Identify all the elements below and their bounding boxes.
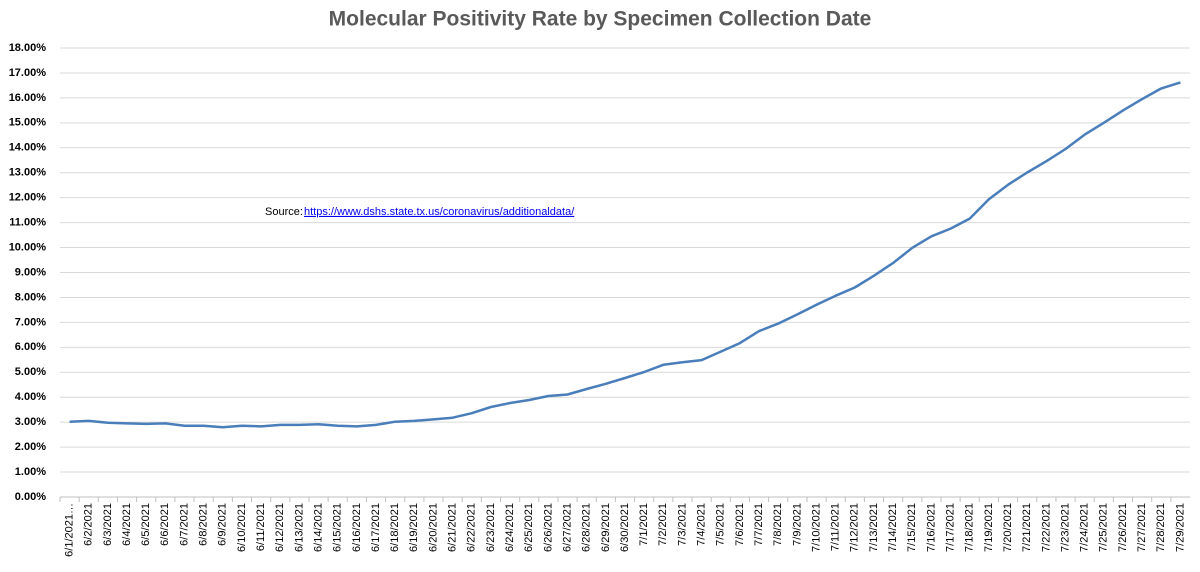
x-tick-label: 7/26/2021 (1117, 503, 1129, 552)
y-tick-label: 3.00% (15, 416, 46, 428)
x-tick-label: 7/10/2021 (810, 503, 822, 552)
x-tick-label: 6/20/2021 (427, 503, 439, 552)
x-tick-label: 6/16/2021 (351, 503, 363, 552)
x-tick-label: 7/28/2021 (1155, 503, 1167, 552)
x-tick-label: 7/21/2021 (1021, 503, 1033, 552)
x-tick-label: 6/23/2021 (485, 503, 497, 552)
y-tick-label: 7.00% (15, 316, 46, 328)
x-tick-label: 7/15/2021 (906, 503, 918, 552)
x-tick-label: 6/12/2021 (274, 503, 286, 552)
x-tick-label: 7/29/2021 (1174, 503, 1186, 552)
x-tick-label: 6/11/2021 (255, 503, 267, 551)
x-tick-label: 7/19/2021 (983, 503, 995, 552)
x-tick-label: 6/26/2021 (542, 503, 554, 552)
x-tick-label: 7/27/2021 (1136, 503, 1148, 552)
source-link[interactable]: https://www.dshs.state.tx.us/coronavirus… (304, 206, 575, 218)
x-tick-label: 6/2/2021 (83, 503, 95, 546)
y-tick-label: 10.00% (9, 241, 47, 253)
x-tick-label: 6/30/2021 (619, 503, 631, 552)
annotation: Source: (265, 206, 303, 218)
x-tick-label: 6/17/2021 (370, 503, 382, 552)
x-tick-label: 6/9/2021 (217, 503, 229, 546)
y-tick-label: 17.00% (9, 67, 47, 79)
x-tick-label: 7/16/2021 (925, 503, 937, 552)
x-tick-label: 7/20/2021 (1002, 503, 1014, 552)
x-tick-label: 6/22/2021 (466, 503, 478, 552)
x-tick-label: 6/3/2021 (102, 503, 114, 546)
x-tick-label: 6/14/2021 (312, 503, 324, 552)
x-tick-label: 6/28/2021 (581, 503, 593, 552)
chart-title: Molecular Positivity Rate by Specimen Co… (329, 8, 872, 31)
x-tick-label: 6/1/2021… (63, 503, 75, 557)
x-tick-label: 7/14/2021 (887, 503, 899, 552)
x-tick-label: 6/4/2021 (121, 503, 133, 546)
x-tick-label: 7/12/2021 (849, 503, 861, 552)
x-tick-label: 7/9/2021 (791, 503, 803, 546)
x-tick-label: 6/19/2021 (408, 503, 420, 552)
x-tick-label: 6/27/2021 (561, 503, 573, 552)
x-tick-label: 7/11/2021 (830, 503, 842, 551)
x-tick-label: 7/8/2021 (772, 503, 784, 546)
x-tick-label: 7/25/2021 (1098, 503, 1110, 552)
y-tick-label: 5.00% (15, 366, 46, 378)
x-tick-label: 6/10/2021 (236, 503, 248, 552)
y-tick-label: 16.00% (9, 92, 47, 104)
x-tick-label: 7/5/2021 (715, 503, 727, 546)
y-tick-label: 9.00% (15, 266, 46, 278)
y-tick-label: 13.00% (9, 167, 47, 179)
x-tick-label: 7/22/2021 (1040, 503, 1052, 552)
y-tick-label: 2.00% (15, 441, 46, 453)
x-tick-label: 6/25/2021 (523, 503, 535, 552)
x-tick-label: 6/5/2021 (140, 503, 152, 546)
x-tick-label: 7/24/2021 (1079, 503, 1091, 552)
y-tick-label: 18.00% (9, 42, 47, 54)
y-tick-label: 8.00% (15, 291, 46, 303)
x-tick-label: 6/15/2021 (332, 503, 344, 552)
x-tick-label: 7/18/2021 (964, 503, 976, 552)
y-tick-label: 12.00% (9, 192, 47, 204)
y-tick-label: 0.00% (15, 491, 46, 503)
x-tick-label: 7/13/2021 (868, 503, 880, 552)
series-line (69, 81, 1181, 429)
x-tick-label: 7/7/2021 (753, 503, 765, 546)
x-tick-label: 7/1/2021 (638, 503, 650, 546)
x-tick-label: 6/13/2021 (293, 503, 305, 552)
x-tick-label: 6/6/2021 (159, 503, 171, 546)
y-tick-label: 15.00% (9, 117, 47, 129)
x-tick-label: 7/23/2021 (1059, 503, 1071, 552)
y-tick-label: 1.00% (15, 466, 46, 478)
x-tick-label: 6/7/2021 (178, 503, 190, 546)
x-tick-label: 7/3/2021 (676, 503, 688, 546)
x-tick-label: 7/17/2021 (944, 503, 956, 552)
x-tick-label: 6/8/2021 (198, 503, 210, 546)
y-tick-label: 11.00% (9, 217, 46, 229)
x-tick-label: 7/6/2021 (734, 503, 746, 546)
x-tick-label: 6/24/2021 (504, 503, 516, 552)
x-tick-label: 7/2/2021 (657, 503, 669, 546)
x-tick-label: 6/29/2021 (600, 503, 612, 552)
x-tick-label: 6/18/2021 (389, 503, 401, 552)
x-tick-label: 7/4/2021 (696, 503, 708, 546)
x-tick-label: 6/21/2021 (447, 503, 459, 552)
y-tick-label: 4.00% (15, 391, 46, 403)
y-tick-label: 14.00% (9, 142, 47, 154)
y-tick-label: 6.00% (15, 341, 46, 353)
